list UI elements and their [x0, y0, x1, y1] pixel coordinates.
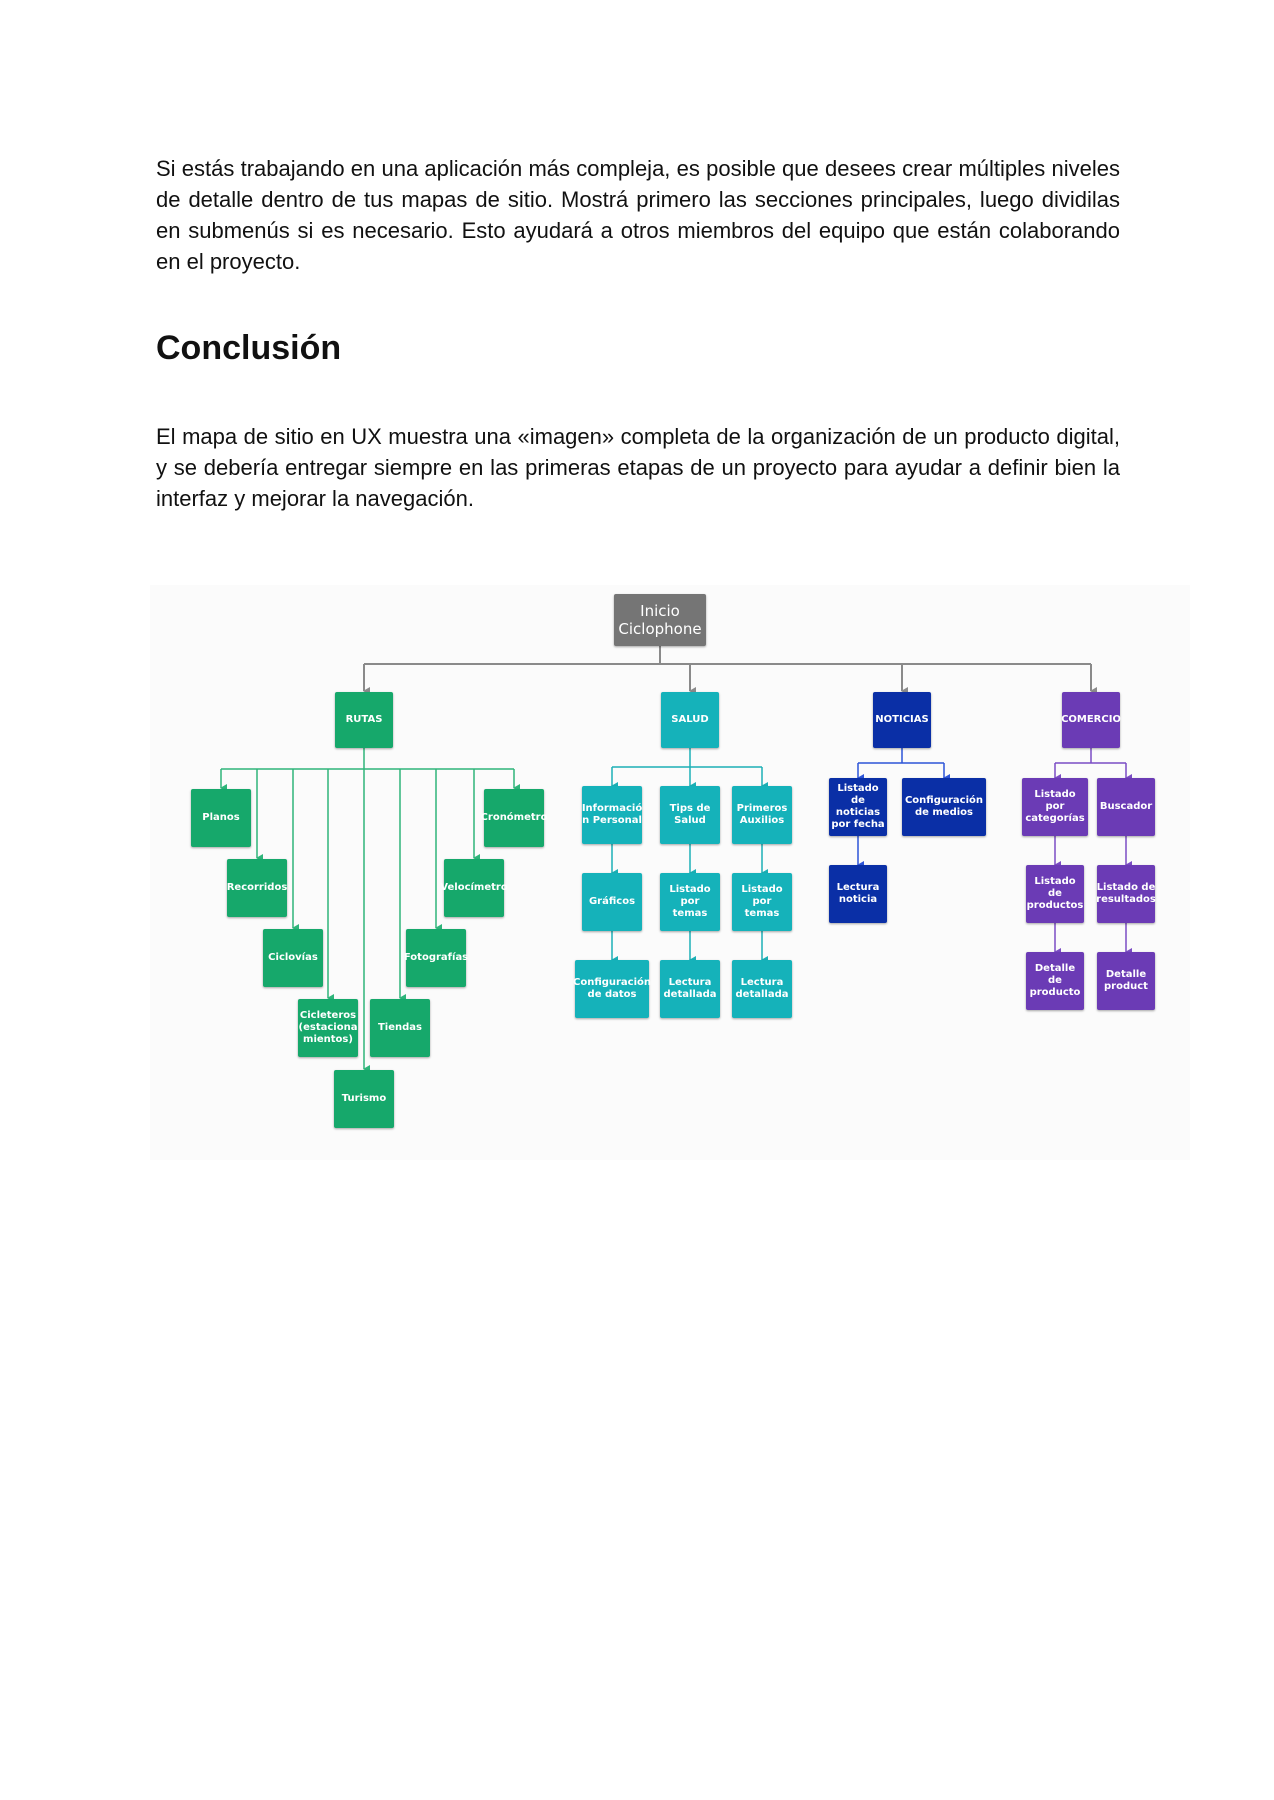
comercio-col2-item-1: Buscador — [1097, 778, 1155, 836]
salud-col1-item-2: Gráficos — [582, 873, 642, 931]
salud-col2-item-3: Lectura detallada — [660, 960, 720, 1018]
rutas-item-2: Recorridos — [227, 859, 287, 917]
comercio-col2-item-3: Detalle product — [1097, 952, 1155, 1010]
salud-col3-item-1: Primeros Auxilios — [732, 786, 792, 844]
salud-col3-item-3: Lectura detallada — [732, 960, 792, 1018]
rutas-item-4: Cicleteros (estaciona mientos) — [298, 999, 358, 1057]
salud-col1-item-1: Informació n Personal — [582, 786, 642, 844]
intro-paragraph: Si estás trabajando en una aplicación má… — [156, 156, 1120, 274]
section-comercio: COMERCIO — [1061, 692, 1121, 748]
salud-col2-item-1: Tips de Salud — [660, 786, 720, 844]
section-rutas: RUTAS — [335, 692, 393, 748]
section-noticias: NOTICIAS — [873, 692, 931, 748]
salud-col3-item-2: Listado por temas — [732, 873, 792, 931]
comercio-col1-item-2: Listado de productos — [1026, 865, 1084, 923]
rutas-item-9: Cronómetro — [481, 789, 547, 847]
sitemap-image-background — [150, 585, 1190, 1160]
salud-col2-item-2: Listado por temas — [660, 873, 720, 931]
conclusion-paragraph: El mapa de sitio en UX muestra una «imag… — [156, 424, 1120, 511]
rutas-item-1: Planos — [191, 789, 251, 847]
rutas-item-5: Turismo — [334, 1070, 394, 1128]
rutas-item-8: Velocímetro — [440, 859, 508, 917]
noticias-col1-item-2: Lectura noticia — [829, 865, 887, 923]
noticias-col1-item-1: Listado de noticias por fecha — [829, 778, 887, 836]
rutas-item-3: Ciclovías — [263, 929, 323, 987]
section-salud: SALUD — [661, 692, 719, 748]
section-heading: Conclusión — [156, 329, 342, 367]
comercio-col1-item-3: Detalle de producto — [1026, 952, 1084, 1010]
comercio-col1-item-1: Listado por categorías — [1022, 778, 1088, 836]
sitemap-root-node: Inicio Ciclophone — [614, 594, 706, 646]
salud-col1-item-3: Configuración de datos — [573, 960, 651, 1018]
noticias-col2-item-1: Configuración de medios — [902, 778, 986, 836]
comercio-col2-item-2: Listado de resultados — [1096, 865, 1156, 923]
rutas-item-7: Fotografías — [404, 929, 468, 987]
rutas-item-6: Tiendas — [370, 999, 430, 1057]
